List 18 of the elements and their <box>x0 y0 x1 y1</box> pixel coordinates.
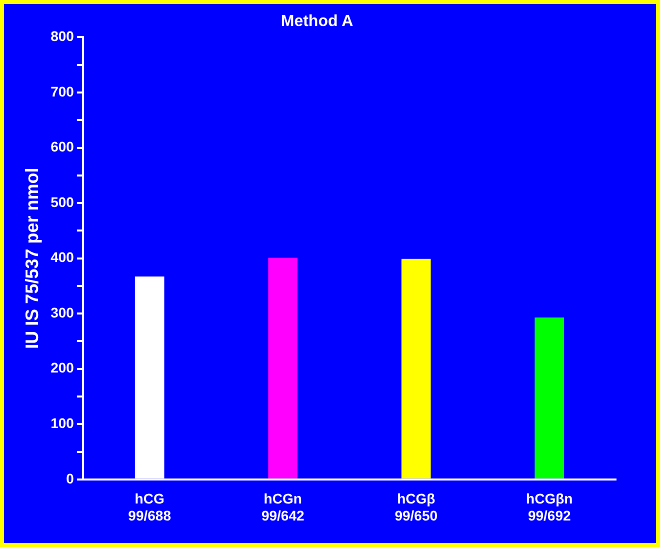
x-tick-label: hCGn 99/642 <box>261 490 304 524</box>
y-tick-label: 400 <box>50 249 74 266</box>
y-tick-label: 300 <box>50 304 74 320</box>
y-tick-label: 500 <box>50 194 74 210</box>
x-tick-label: hCG 99/688 <box>128 490 172 524</box>
y-tick-label: 700 <box>50 83 74 100</box>
y-axis-title: IU IS 75/537 per nmol <box>22 168 42 349</box>
bar <box>534 317 564 478</box>
y-tick-label: 100 <box>50 414 74 431</box>
x-tick-label: hCGβn 99/692 <box>526 490 573 524</box>
bar <box>401 258 431 478</box>
y-tick-label: 0 <box>66 470 74 486</box>
x-tick-label: hCGβ 99/650 <box>394 490 438 524</box>
chart-title: Method A <box>280 13 354 30</box>
y-tick-label: 600 <box>50 138 74 155</box>
y-tick-label: 800 <box>50 28 74 44</box>
bar <box>268 258 298 478</box>
y-tick-label: 200 <box>50 360 74 376</box>
